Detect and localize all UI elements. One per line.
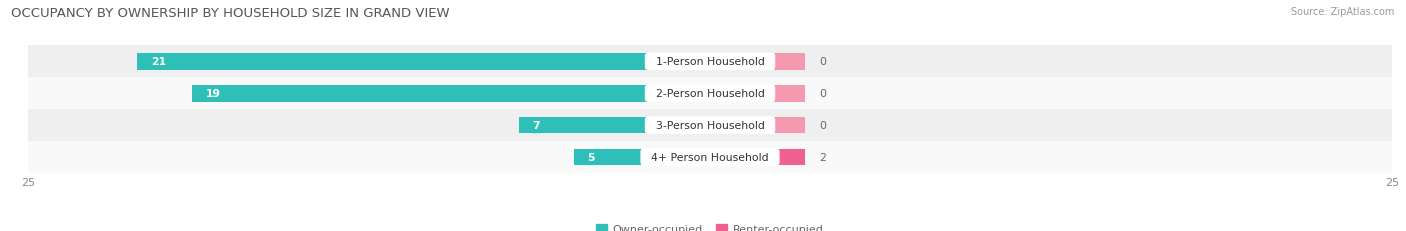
Text: 5: 5 <box>588 152 595 162</box>
Text: 0: 0 <box>820 121 827 131</box>
Text: Source: ZipAtlas.com: Source: ZipAtlas.com <box>1291 7 1395 17</box>
Text: 4+ Person Household: 4+ Person Household <box>644 152 776 162</box>
Bar <box>138 54 710 70</box>
Bar <box>28 110 1392 141</box>
Text: 19: 19 <box>205 89 221 99</box>
Text: 0: 0 <box>820 57 827 67</box>
Text: 1-Person Household: 1-Person Household <box>648 57 772 67</box>
Text: 2-Person Household: 2-Person Household <box>648 89 772 99</box>
Text: 21: 21 <box>150 57 166 67</box>
Text: 7: 7 <box>533 121 540 131</box>
Bar <box>28 141 1392 173</box>
Text: OCCUPANCY BY OWNERSHIP BY HOUSEHOLD SIZE IN GRAND VIEW: OCCUPANCY BY OWNERSHIP BY HOUSEHOLD SIZE… <box>11 7 450 20</box>
Bar <box>28 46 1392 78</box>
Bar <box>191 85 710 102</box>
Bar <box>710 149 806 166</box>
Bar <box>28 78 1392 110</box>
Bar <box>519 117 710 134</box>
Bar <box>710 117 806 134</box>
Legend: Owner-occupied, Renter-occupied: Owner-occupied, Renter-occupied <box>596 224 824 231</box>
Text: 2: 2 <box>820 152 825 162</box>
Bar <box>710 85 806 102</box>
Text: 3-Person Household: 3-Person Household <box>648 121 772 131</box>
Bar <box>710 54 806 70</box>
Bar <box>574 149 710 166</box>
Text: 0: 0 <box>820 89 827 99</box>
